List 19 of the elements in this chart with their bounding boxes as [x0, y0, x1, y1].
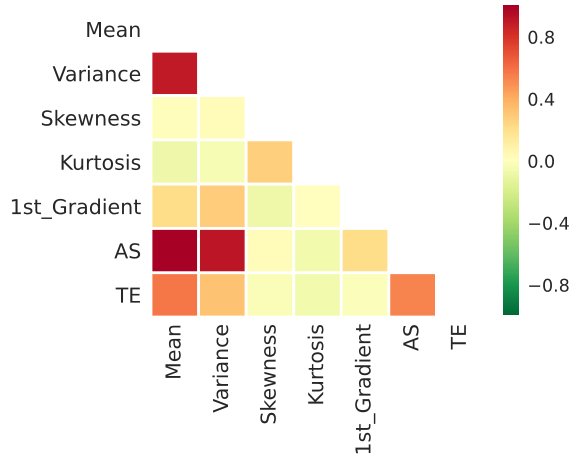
x-tick-label: 1st_Gradient — [354, 324, 376, 454]
x-tick-label: Kurtosis — [308, 324, 324, 404]
y-tick-label: Kurtosis — [62, 154, 140, 170]
x-tick-label: AS — [403, 325, 419, 351]
x-tick-label: TE — [450, 325, 466, 350]
y-tick-label: AS — [114, 243, 140, 259]
y-tick-label: 1st_Gradient — [12, 198, 141, 219]
color-bar-label: −0.8 — [529, 278, 569, 292]
y-tick-label: Variance — [52, 66, 140, 82]
x-tick-label: Skewness — [260, 324, 276, 424]
y-tick-label: TE — [116, 288, 140, 303]
color-bar-label: 0.0 — [528, 154, 554, 168]
x-tick-label: Mean — [165, 326, 181, 378]
y-tick-label: Skewness — [42, 110, 140, 126]
color-bar-label: −0.4 — [529, 216, 569, 230]
color-bar-label: 0.4 — [528, 92, 554, 106]
x-tick-label: Variance — [212, 325, 228, 413]
y-tick-label: Mean — [87, 22, 140, 38]
color-bar-label: 0.8 — [528, 30, 554, 44]
